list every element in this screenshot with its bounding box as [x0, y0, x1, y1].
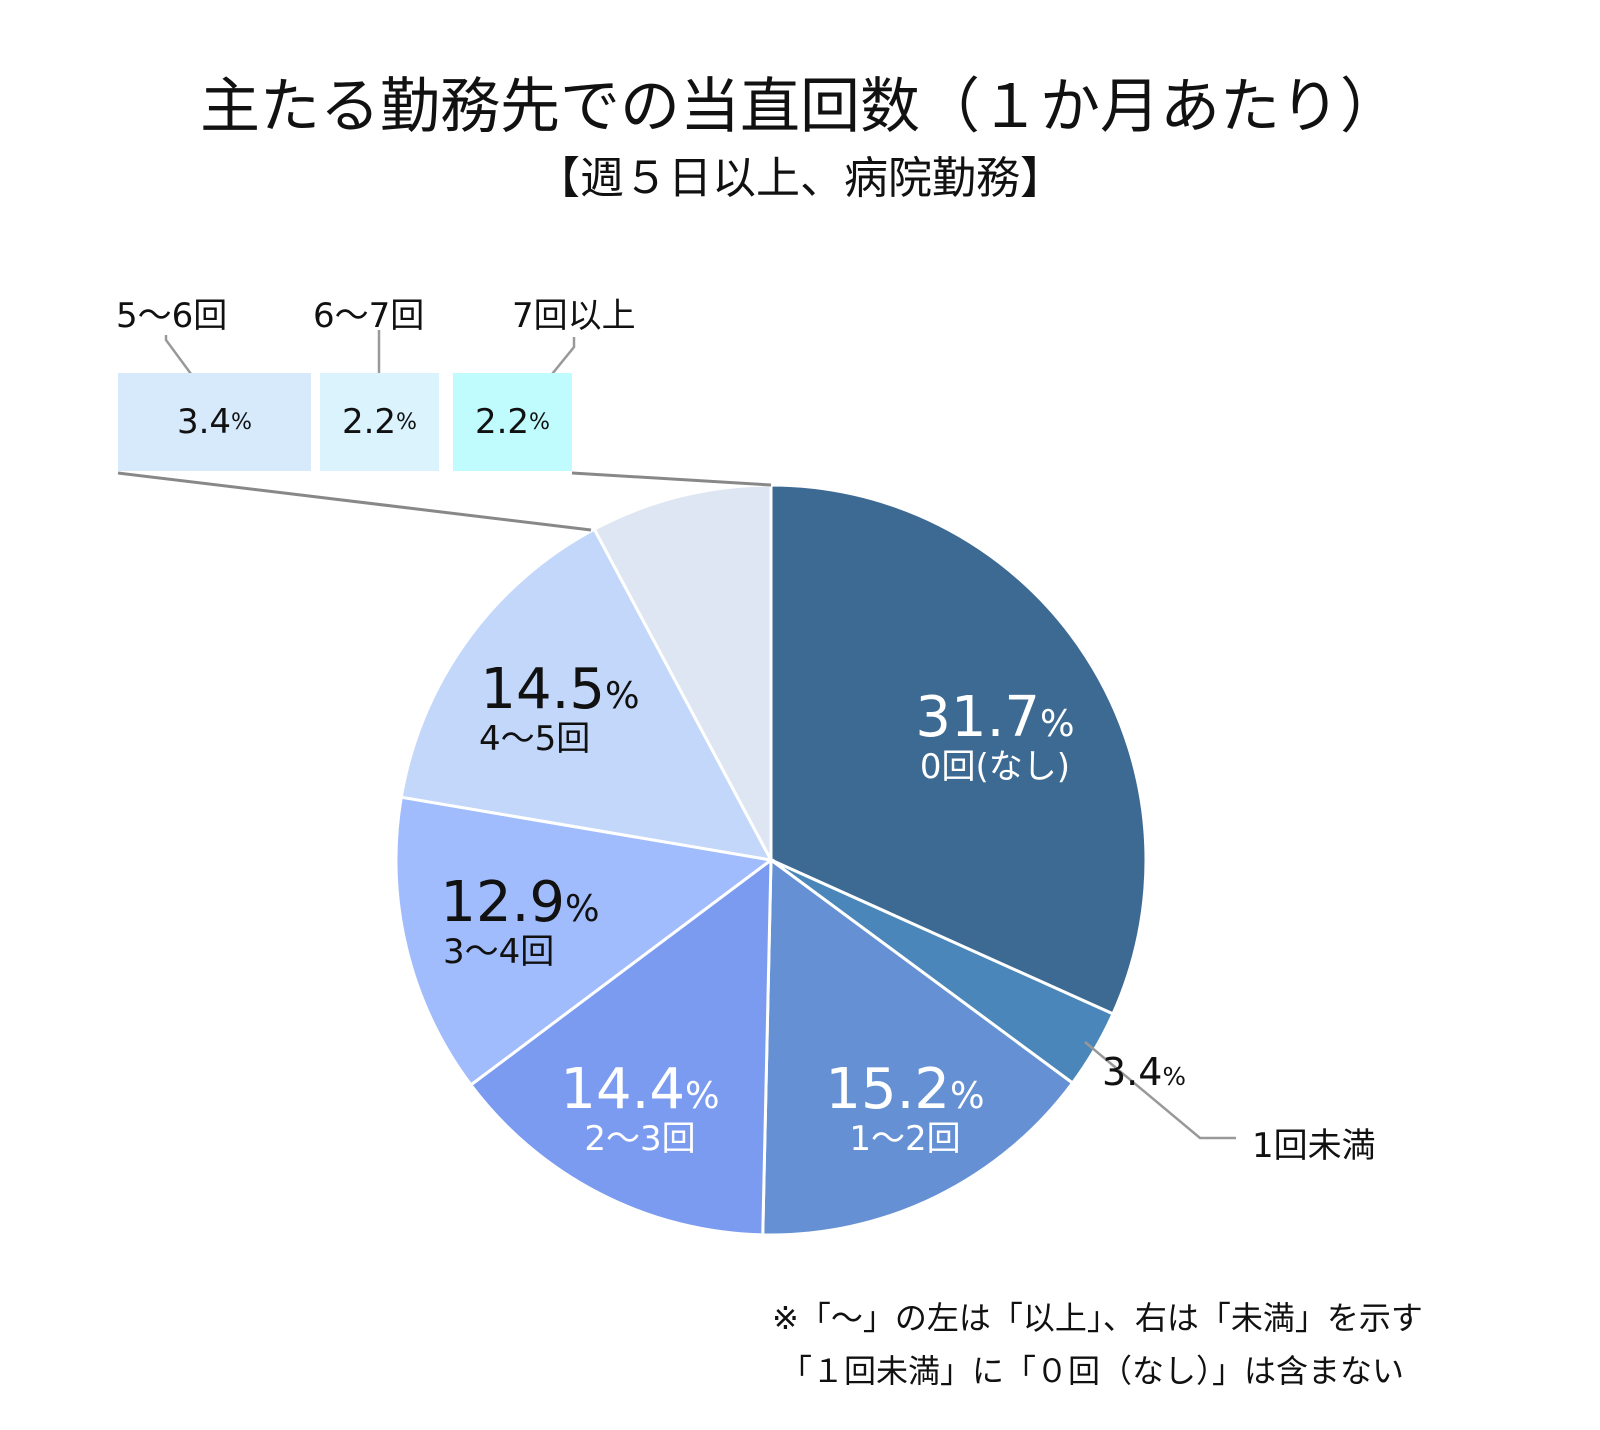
slice-label-under1: 1回未満 [1252, 1126, 1376, 1166]
breakdown-label-5-6: 5～6回 [116, 296, 228, 336]
unit: % [565, 887, 600, 930]
unit: % [231, 409, 253, 435]
data-label: 3.4 [1102, 1050, 1163, 1094]
footnote-2: 「１回未満」に「０回（なし）」は含まない [780, 1352, 1405, 1390]
connector-line-left [117, 471, 592, 532]
category-label: 3～4回 [443, 932, 555, 972]
unit: % [396, 409, 418, 435]
connector-line-right [571, 471, 772, 487]
breakdown-label-6-7: 6～7回 [313, 296, 425, 336]
data-label: 31.7 [915, 685, 1041, 750]
data-label: 14.4 [560, 1057, 686, 1122]
chart-title: 主たる勤務先での当直回数（１か月あたり） [200, 72, 1400, 142]
pie-slice-0 [769, 483, 1148, 1016]
breakdown-label-7plus: 7回以上 [512, 296, 636, 336]
breakdown-value: 2.2 [474, 402, 530, 442]
breakdown-value: 3.4 [176, 402, 232, 442]
pie-slice-2 [761, 857, 1075, 1237]
pie-slice-5 [399, 527, 774, 862]
slice-label-1-2: 15.2% 1～2回 [810, 1062, 1000, 1159]
slice-label-2-3: 14.4% 2～3回 [545, 1062, 735, 1159]
category-label: 0回(なし) [919, 747, 1071, 787]
footnote-1: ※「～」の左は「以上」、右は「未満」を示す [772, 1299, 1423, 1337]
pie-slice-4 [394, 795, 775, 1087]
leader-line-5-6 [164, 335, 196, 379]
leader-line-7plus [543, 337, 576, 385]
slice-label-0: 31.7% 0回(なし) [900, 690, 1090, 787]
category-label: 1～2回 [849, 1119, 961, 1159]
slice-label-under1-value: 3.4% [1102, 1050, 1186, 1094]
slice-label-4-5: 14.5% 4～5回 [465, 662, 655, 759]
unit: % [1162, 1062, 1186, 1091]
slice-label-3-4: 12.9% 3～4回 [425, 875, 615, 972]
category-label: 4～5回 [479, 719, 591, 759]
unit: % [950, 1074, 985, 1117]
data-label: 14.5 [480, 657, 606, 722]
chart-subtitle: 【週５日以上、病院勤務】 [536, 153, 1064, 204]
breakdown-box-6-7: 2.2% [320, 373, 439, 471]
breakdown-value: 2.2 [341, 402, 397, 442]
unit: % [605, 674, 640, 717]
unit: % [1040, 702, 1075, 745]
category-label: 2～3回 [584, 1119, 696, 1159]
data-label: 15.2 [825, 1057, 951, 1122]
leader-line-under1 [1084, 1041, 1236, 1140]
breakdown-box-7plus: 2.2% [453, 373, 572, 471]
breakdown-box-5-6: 3.4% [118, 373, 311, 471]
pie-slice-3 [468, 856, 773, 1237]
data-label: 12.9 [440, 870, 566, 935]
unit: % [529, 409, 551, 435]
unit: % [685, 1074, 720, 1117]
